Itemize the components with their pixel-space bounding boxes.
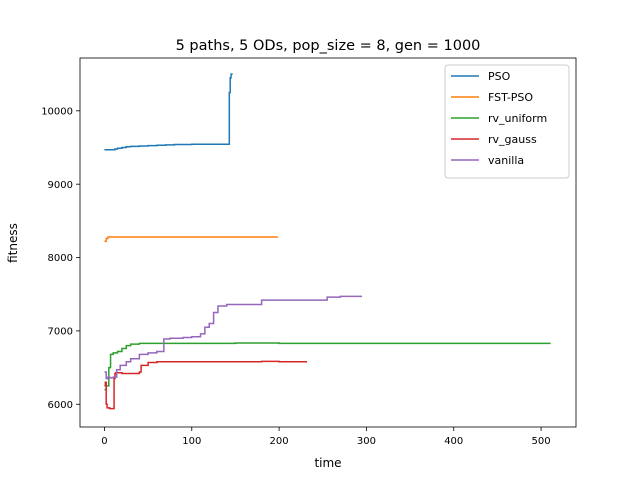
series-line-rv-uniform [104,342,551,391]
x-axis-label: time [314,456,341,470]
chart-title: 5 paths, 5 ODs, pop_size = 8, gen = 1000 [176,38,481,54]
series-line-rv-gauss [104,360,308,410]
x-tick-label: 300 [357,436,376,447]
y-tick-label: 8000 [48,253,73,264]
legend-label-rv-uniform: rv_uniform [488,112,547,125]
series-line-fst-pso [104,236,279,243]
x-axis-ticks: 0 100 200 300 400 500 [101,427,551,447]
y-tick-label: 9000 [48,180,73,191]
x-tick-label: 500 [532,436,551,447]
legend-label-pso: PSO [488,70,511,83]
legend-label-fst-pso: FST-PSO [488,91,533,104]
y-tick-label: 6000 [48,400,73,411]
y-axis-label: fitness [6,223,20,263]
legend-label-vanilla: vanilla [488,154,524,167]
axes-frame [79,57,577,428]
x-tick-label: 100 [182,436,201,447]
y-tick-label: 10000 [41,106,73,117]
y-tick-label: 7000 [48,326,73,337]
x-tick-label: 400 [444,436,463,447]
series-line-vanilla [104,295,363,380]
plot-area [104,73,551,410]
legend-box [444,64,570,179]
y-axis-ticks: 6000 7000 8000 9000 10000 [41,106,80,411]
legend-label-rv-gauss: rv_gauss [488,133,537,146]
series-line-pso [104,73,233,151]
x-tick-label: 200 [270,436,289,447]
x-tick-label: 0 [101,436,107,447]
